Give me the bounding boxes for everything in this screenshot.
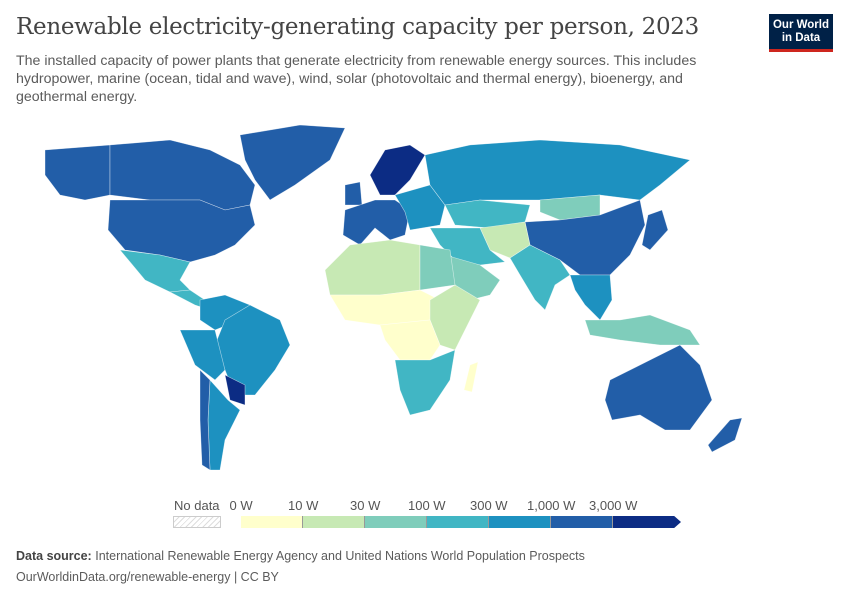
map-region-north-africa[interactable] bbox=[324, 239, 421, 296]
map-region-greenland[interactable] bbox=[239, 124, 346, 201]
legend-no-data-swatch[interactable] bbox=[173, 516, 221, 528]
map-region-india[interactable] bbox=[509, 244, 571, 311]
footer-link-line: OurWorldinData.org/renewable-energy | CC… bbox=[16, 570, 279, 584]
legend-swatch[interactable] bbox=[303, 516, 365, 528]
data-source: Data source: International Renewable Ene… bbox=[16, 549, 585, 563]
map-region-central-africa[interactable] bbox=[379, 319, 441, 361]
map-region-scandinavia[interactable] bbox=[369, 144, 426, 196]
legend-tick-label: 1,000 W bbox=[527, 498, 576, 513]
legend-no-data-label: No data bbox=[174, 498, 220, 513]
legend-tick-label: 0 W bbox=[229, 498, 253, 513]
legend-tick-label: 30 W bbox=[350, 498, 381, 513]
map-region-chile[interactable] bbox=[199, 369, 211, 471]
legend-swatch[interactable] bbox=[489, 516, 551, 528]
map-region-southeast-asia[interactable] bbox=[569, 274, 613, 321]
chart-subtitle: The installed capacity of power plants t… bbox=[16, 53, 697, 105]
source-text: International Renewable Energy Agency an… bbox=[95, 549, 585, 563]
owid-link[interactable]: OurWorldinData.org/renewable-energy bbox=[16, 570, 231, 584]
map-region-western-europe[interactable] bbox=[342, 199, 411, 246]
map-region-middle-east[interactable] bbox=[429, 227, 506, 266]
map-region-indonesia[interactable] bbox=[584, 314, 701, 346]
map-region-alaska[interactable] bbox=[44, 144, 111, 201]
legend-tick-label: 100 W bbox=[408, 498, 446, 513]
map-region-usa[interactable] bbox=[107, 199, 256, 263]
legend-tick-label: 300 W bbox=[470, 498, 508, 513]
map-region-uk-ireland[interactable] bbox=[344, 181, 363, 206]
world-map bbox=[44, 124, 743, 471]
owid-logo[interactable]: Our World in Data bbox=[769, 14, 833, 52]
map-region-peru-bolivia[interactable] bbox=[179, 329, 226, 381]
map-region-madagascar[interactable] bbox=[463, 361, 479, 393]
legend-tick-label: 3,000 W bbox=[589, 498, 638, 513]
map-region-canada[interactable] bbox=[109, 139, 256, 211]
legend-swatch[interactable] bbox=[241, 516, 303, 528]
legend-tick-label: 10 W bbox=[288, 498, 319, 513]
map-region-sahel[interactable] bbox=[329, 289, 441, 326]
logo-line2: in Data bbox=[781, 32, 821, 44]
map-region-egypt[interactable] bbox=[419, 244, 456, 291]
map-region-southern-africa[interactable] bbox=[394, 349, 456, 416]
legend-swatch[interactable] bbox=[427, 516, 489, 528]
map-region-paraguay-uruguay[interactable] bbox=[224, 374, 246, 406]
license-link[interactable]: CC BY bbox=[240, 570, 279, 584]
legend-swatch[interactable] bbox=[551, 516, 613, 528]
source-label: Data source: bbox=[16, 549, 92, 563]
map-region-japan[interactable] bbox=[641, 209, 669, 251]
map-region-russia[interactable] bbox=[424, 139, 691, 206]
map-region-australia[interactable] bbox=[604, 344, 713, 431]
map-region-new-zealand[interactable] bbox=[707, 417, 743, 453]
legend-swatch[interactable] bbox=[365, 516, 427, 528]
logo-line1: Our World bbox=[772, 19, 829, 31]
legend-swatch[interactable] bbox=[613, 516, 681, 528]
map-region-mexico[interactable] bbox=[119, 249, 191, 293]
chart-title: Renewable electricity-generating capacit… bbox=[16, 14, 699, 40]
